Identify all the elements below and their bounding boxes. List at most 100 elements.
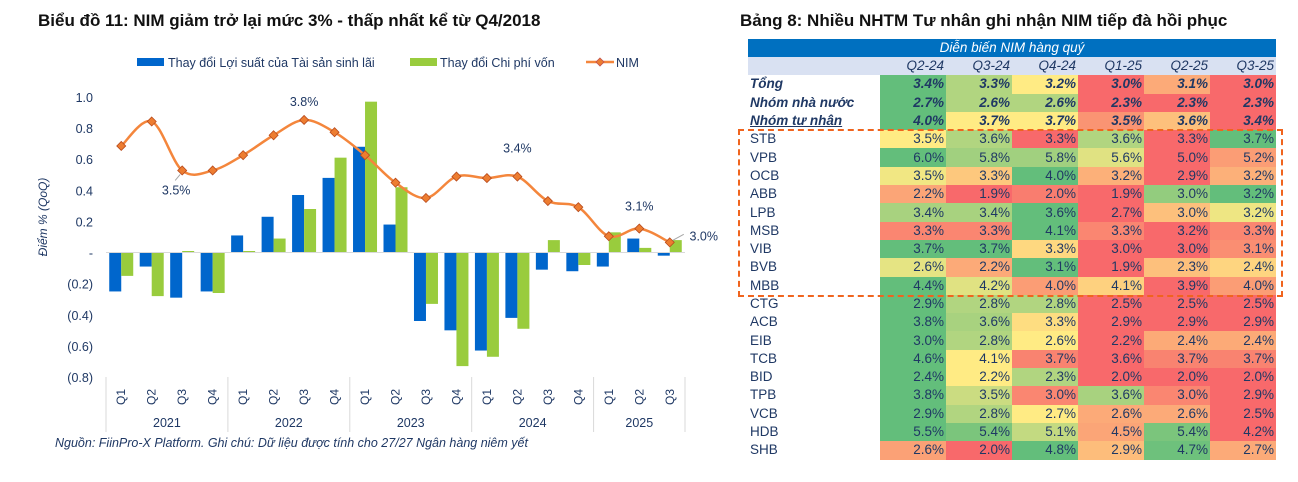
table-row: EIB 3.0% 2.8% 2.6% 2.2% 2.4% 2.4%	[748, 331, 1276, 350]
nim-cell: 1.9%	[1078, 258, 1144, 277]
row-label-text: ACB	[750, 314, 778, 330]
row-label: Tổng	[748, 75, 880, 93]
table-row: VIB 3.7% 3.7% 3.3% 3.0% 3.0% 3.1%	[748, 239, 1276, 259]
y-tick-label: 0.8	[76, 122, 93, 136]
row-label-text: Tổng	[750, 76, 783, 92]
table-row: Tổng 3.4% 3.3% 3.2% 3.0% 3.1% 3.0%	[748, 75, 1276, 94]
nim-cell: 2.7%	[1078, 203, 1144, 222]
nim-marker	[420, 192, 432, 204]
nim-cell: 2.6%	[1144, 404, 1210, 423]
nim-cell: 2.2%	[880, 185, 946, 204]
row-label-text: TCB	[750, 350, 777, 366]
nim-cell: 4.1%	[1012, 221, 1078, 240]
nim-cell: 4.4%	[880, 276, 946, 295]
nim-cell: 3.4%	[880, 203, 946, 222]
row-label: HDB	[748, 423, 880, 441]
x-tick-quarter: Q1	[236, 389, 250, 405]
nim-cell: 2.9%	[1078, 313, 1144, 332]
column-header: Q1-25	[1078, 57, 1144, 76]
nim-cell: 4.2%	[1210, 422, 1276, 442]
bar-funding-cost-change	[365, 101, 378, 253]
table-row: VPB 6.0% 5.8% 5.8% 5.6% 5.0% 5.2%	[748, 148, 1276, 167]
row-label: VPB	[748, 148, 880, 166]
x-tick-quarter: Q3	[541, 389, 555, 405]
nim-cell: 4.0%	[1012, 276, 1078, 295]
nim-cell: 3.3%	[946, 166, 1012, 186]
nim-cell: 2.6%	[880, 441, 946, 460]
x-tick-quarter: Q4	[449, 389, 463, 405]
nim-cell: 4.5%	[1078, 422, 1144, 442]
nim-cell: 2.4%	[1210, 331, 1276, 350]
bar-yield-change	[322, 177, 335, 253]
nim-cell: 3.7%	[1012, 111, 1078, 131]
row-label: CTG	[748, 295, 880, 313]
nim-marker	[146, 116, 157, 127]
column-header-blank	[748, 57, 880, 76]
nim-cell: 2.2%	[946, 258, 1012, 277]
nim-cell: 3.5%	[1078, 111, 1144, 131]
table-row: TCB 4.6% 4.1% 3.7% 3.6% 3.7% 3.7%	[748, 349, 1276, 369]
nim-cell: 3.0%	[1210, 75, 1276, 94]
bar-yield-change	[231, 235, 244, 253]
table-row: VCB 2.9% 2.8% 2.7% 2.6% 2.6% 2.5%	[748, 404, 1276, 423]
nim-cell: 3.4%	[1210, 111, 1276, 131]
legend-label-funding-cost: Thay đổi Chi phí vốn	[440, 56, 555, 70]
nim-cell: 2.7%	[880, 93, 946, 112]
table-row: MSB 3.3% 3.3% 4.1% 3.3% 3.2% 3.3%	[748, 221, 1276, 240]
nim-cell: 3.6%	[946, 313, 1012, 332]
x-tick-quarter: Q2	[145, 389, 159, 405]
table-row: MBB 4.4% 4.2% 4.0% 4.1% 3.9% 4.0%	[748, 276, 1276, 295]
table-row: STB 3.5% 3.6% 3.3% 3.6% 3.3% 3.7%	[748, 130, 1276, 149]
bar-funding-cost-change	[273, 238, 286, 253]
x-tick-quarter: Q3	[419, 389, 433, 405]
nim-data-label: 3.8%	[290, 95, 319, 109]
bar-funding-cost-change	[578, 252, 591, 265]
nim-cell: 5.0%	[1144, 148, 1210, 167]
row-label-text: OCB	[750, 167, 780, 183]
y-tick-label: 0.6	[76, 153, 93, 167]
nim-cell: 2.4%	[1210, 258, 1276, 277]
nim-cell: 3.3%	[1012, 313, 1078, 332]
bar-funding-cost-change	[334, 157, 347, 253]
x-tick-quarter: Q2	[389, 389, 403, 405]
nim-cell: 3.7%	[1210, 349, 1276, 369]
nim-cell: 3.3%	[1144, 130, 1210, 149]
nim-marker	[207, 165, 218, 176]
nim-cell: 2.3%	[1144, 93, 1210, 112]
x-tick-quarter: Q2	[510, 389, 524, 405]
row-label: SHB	[748, 441, 880, 459]
nim-cell: 1.9%	[1078, 185, 1144, 204]
nim-marker	[177, 165, 188, 176]
x-tick-quarter: Q1	[358, 389, 372, 405]
data-label-leader	[672, 233, 685, 241]
row-label-text: BVB	[750, 259, 778, 275]
nim-cell: 4.7%	[1144, 441, 1210, 460]
bar-funding-cost-change	[243, 251, 256, 253]
legend-label-nim: NIM	[616, 56, 639, 70]
y-tick-label: (0.4)	[67, 309, 93, 323]
nim-marker	[359, 150, 371, 161]
row-label: Nhóm nhà nước	[748, 94, 880, 112]
row-label-text: VPB	[750, 149, 778, 165]
nim-marker	[451, 171, 462, 182]
row-label-text: LPB	[750, 204, 776, 220]
bar-yield-change	[200, 252, 213, 292]
bar-funding-cost-change	[456, 252, 469, 367]
nim-cell: 3.3%	[1012, 130, 1078, 149]
x-tick-year: 2021	[153, 416, 181, 430]
nim-cell: 5.5%	[880, 422, 946, 442]
table-row: BID 2.4% 2.2% 2.3% 2.0% 2.0% 2.0%	[748, 368, 1276, 387]
bar-yield-change	[444, 252, 457, 331]
row-label-text: VIB	[750, 241, 772, 257]
row-label-text: HDB	[750, 424, 779, 440]
table-row: LPB 3.4% 3.4% 3.6% 2.7% 3.0% 3.2%	[748, 203, 1276, 222]
row-label: VIB	[748, 240, 880, 258]
y-tick-label: (0.2)	[67, 278, 93, 292]
row-label: STB	[748, 130, 880, 148]
y-tick-label: (0.6)	[67, 340, 93, 354]
nim-cell: 3.4%	[946, 203, 1012, 222]
nim-marker	[238, 150, 249, 161]
nim-cell: 2.7%	[1210, 441, 1276, 460]
column-header: Q2-24	[880, 57, 946, 76]
nim-cell: 3.1%	[1144, 75, 1210, 94]
